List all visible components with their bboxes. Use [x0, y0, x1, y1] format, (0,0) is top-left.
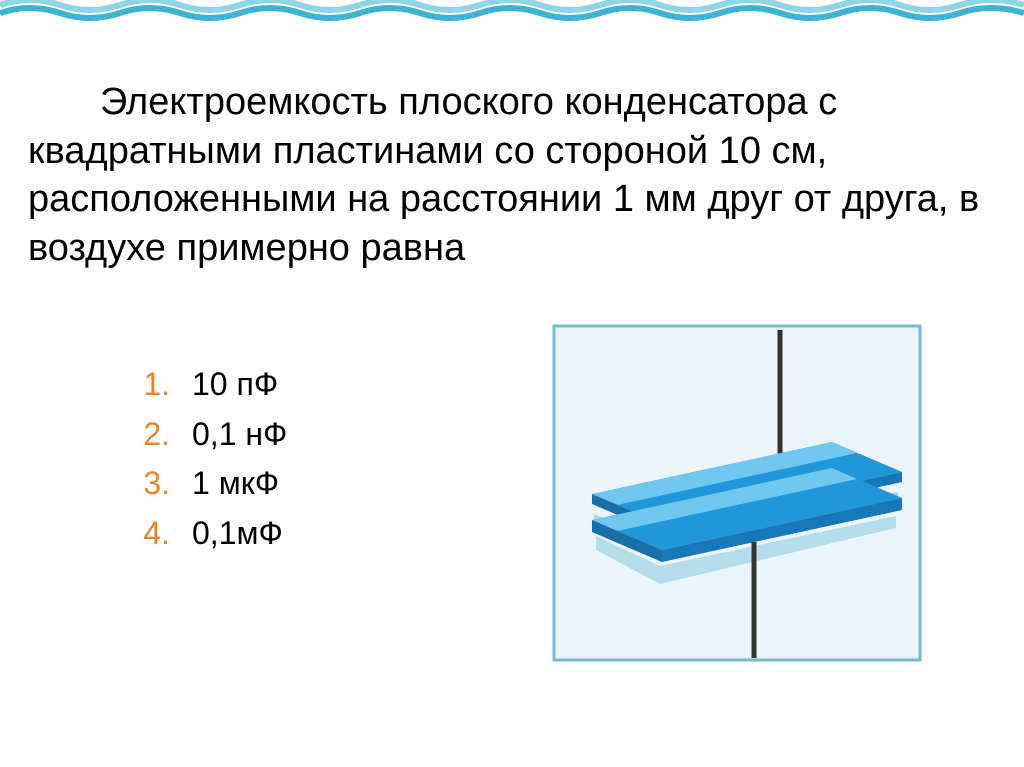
question-text: Электроемкость плоского конденсатора с к…	[28, 78, 996, 273]
capacitor-figure	[552, 324, 922, 662]
option-text: 0,1 нФ	[192, 410, 287, 460]
option-1: 1. 10 пФ	[128, 360, 287, 410]
option-text: 10 пФ	[192, 360, 278, 410]
option-3: 3. 1 мкФ	[128, 459, 287, 509]
slide-top-decoration	[0, 0, 1024, 30]
option-4: 4. 0,1мФ	[128, 509, 287, 559]
option-number: 2.	[128, 410, 170, 460]
option-number: 3.	[128, 459, 170, 509]
option-number: 1.	[128, 360, 170, 410]
option-text: 0,1мФ	[192, 509, 283, 559]
option-text: 1 мкФ	[192, 459, 279, 509]
option-2: 2. 0,1 нФ	[128, 410, 287, 460]
options-list: 1. 10 пФ 2. 0,1 нФ 3. 1 мкФ 4. 0,1мФ	[128, 360, 287, 558]
slide: Электроемкость плоского конденсатора с к…	[0, 0, 1024, 767]
option-number: 4.	[128, 509, 170, 559]
